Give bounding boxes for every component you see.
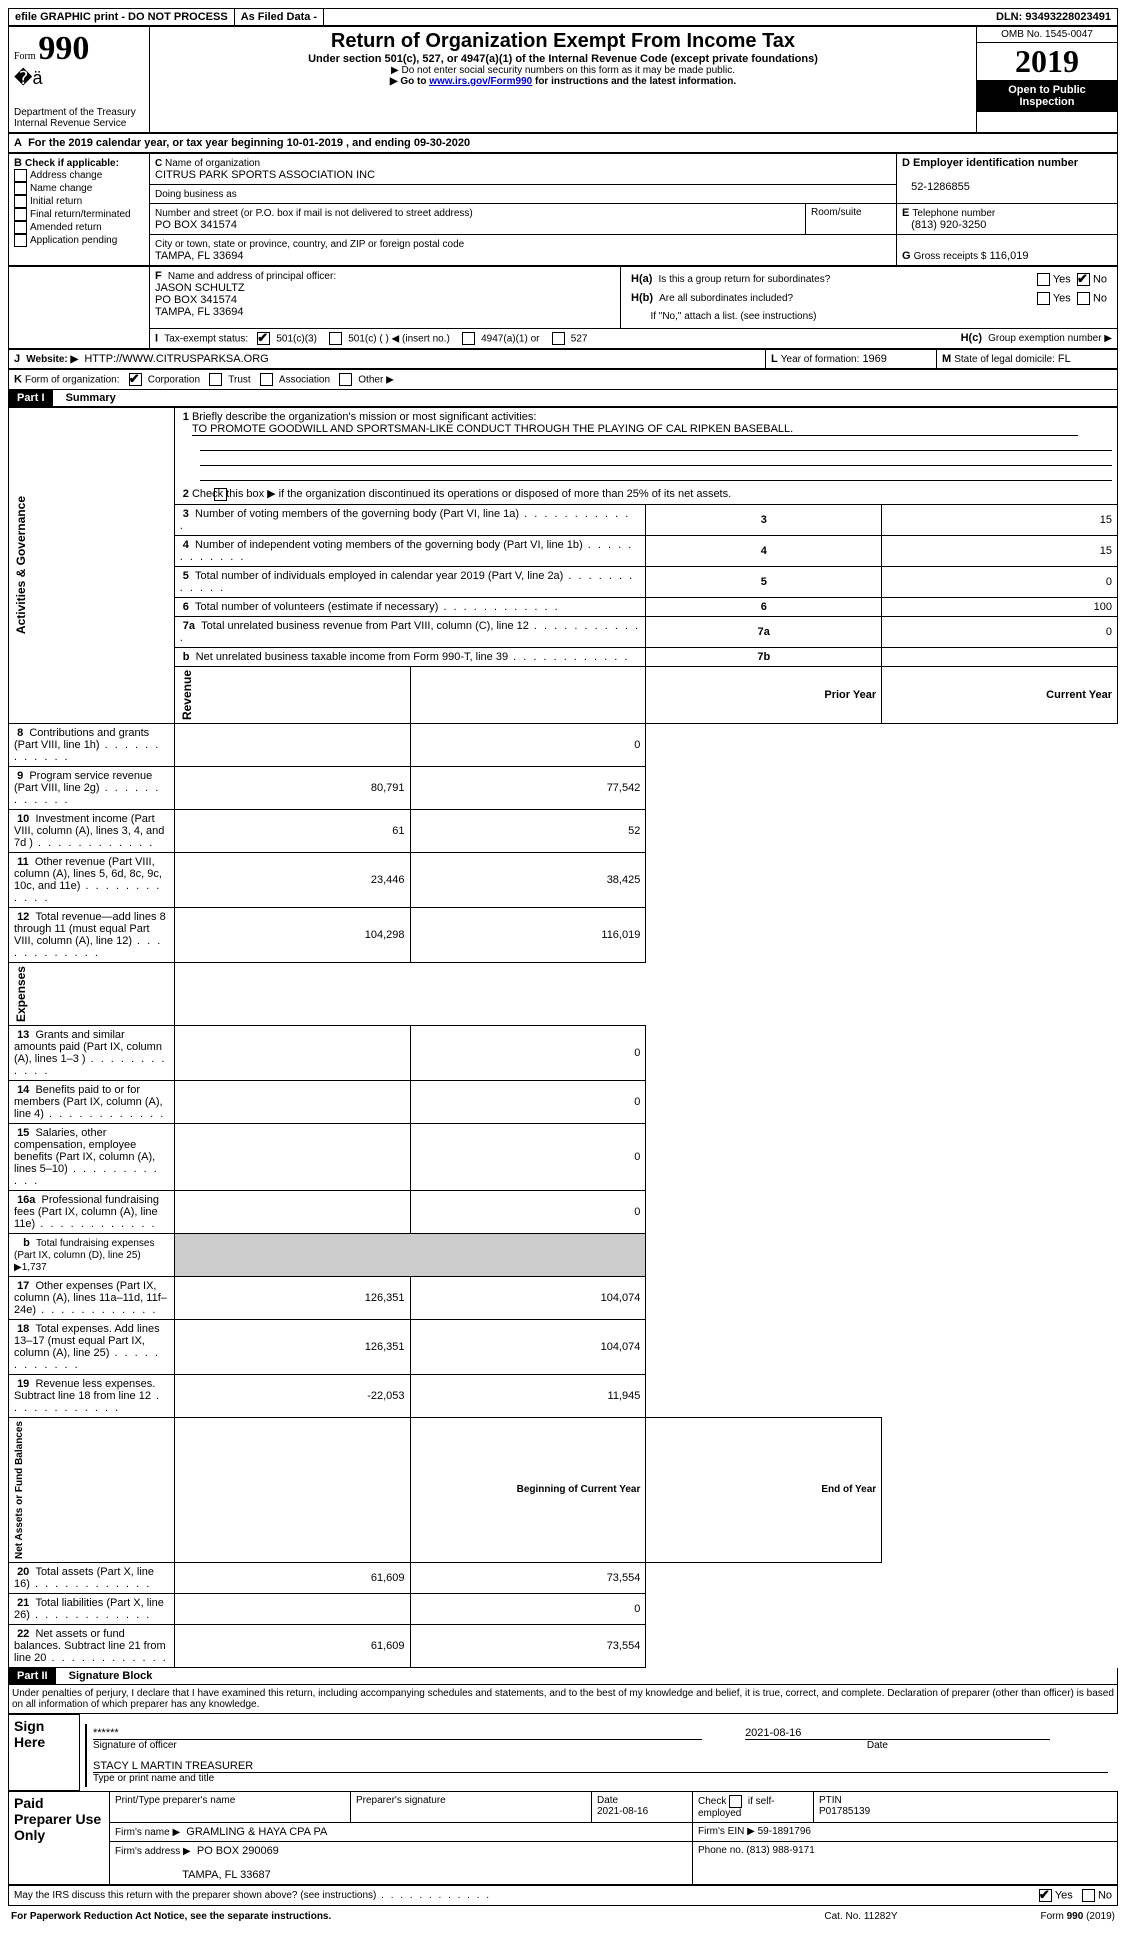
section-k: K Form of organization: Corporation Trus… — [9, 370, 1118, 390]
top-bar: efile GRAPHIC print - DO NOT PROCESS As … — [8, 8, 1118, 26]
checkbox-final-return[interactable] — [14, 208, 27, 221]
summary-table: Activities & Governance 1 Briefly descri… — [8, 407, 1118, 1668]
row-a: A For the 2019 calendar year, or tax yea… — [9, 134, 1118, 153]
section-i: I Tax-exempt status: 501(c)(3) 501(c) ( … — [150, 329, 1118, 349]
checkbox-amended[interactable] — [14, 221, 27, 234]
section-b: B Check if applicable: Address change Na… — [9, 154, 150, 266]
side-expenses: Expenses — [14, 966, 28, 1022]
section-j: J Website: ▶ HTTP://WWW.CITRUSPARKSA.ORG — [9, 350, 766, 369]
checkbox-ha-yes[interactable] — [1037, 273, 1050, 286]
checkbox-app-pending[interactable] — [14, 234, 27, 247]
part1-title: Summary — [56, 392, 116, 404]
omb-number: OMB No. 1545-0047 — [977, 27, 1117, 43]
checkbox-initial-return[interactable] — [14, 195, 27, 208]
form-title: Return of Organization Exempt From Incom… — [155, 30, 971, 53]
checkbox-trust[interactable] — [209, 373, 222, 386]
discuss-row: May the IRS discuss this return with the… — [9, 1885, 1118, 1905]
section-h: H(a) Is this a group return for subordin… — [621, 267, 1118, 329]
section-c-dba: Doing business as — [150, 185, 897, 204]
checkbox-address-change[interactable] — [14, 169, 27, 182]
checkbox-527[interactable] — [552, 332, 565, 345]
part2-title: Signature Block — [59, 1670, 153, 1682]
part1-label: Part I — [9, 390, 53, 406]
checkbox-corp[interactable] — [129, 373, 142, 386]
checkbox-self-employed[interactable] — [729, 1795, 742, 1808]
section-l: L Year of formation: 1969 — [766, 350, 937, 369]
section-c-name: C Name of organization CITRUS PARK SPORT… — [150, 154, 897, 185]
form990-link[interactable]: www.irs.gov/Form990 — [429, 76, 532, 87]
subtitle-3: ▶ Go to www.irs.gov/Form990 for instruct… — [155, 76, 971, 87]
checkbox-discuss-no[interactable] — [1082, 1889, 1095, 1902]
checkbox-assoc[interactable] — [260, 373, 273, 386]
form-word: Form — [14, 51, 36, 62]
checkbox-discuss-yes[interactable] — [1039, 1889, 1052, 1902]
section-c-city: City or town, state or province, country… — [150, 235, 897, 266]
checkbox-hb-no[interactable] — [1077, 292, 1090, 305]
efile-label: efile GRAPHIC print - DO NOT PROCESS — [9, 9, 235, 25]
subtitle-2: ▶ Do not enter social security numbers o… — [155, 65, 971, 76]
dept-label: Department of the Treasury Internal Reve… — [14, 107, 144, 129]
section-m: M State of legal domicile: FL — [937, 350, 1118, 369]
perjury-text: Under penalties of perjury, I declare th… — [8, 1685, 1118, 1714]
checkbox-501c3[interactable] — [257, 332, 270, 345]
side-netassets: Net Assets or Fund Balances — [14, 1421, 25, 1559]
subtitle-1: Under section 501(c), 527, or 4947(a)(1)… — [155, 53, 971, 65]
dln: DLN: 93493228023491 — [990, 9, 1117, 25]
checkbox-4947[interactable] — [462, 332, 475, 345]
checkbox-discontinued[interactable] — [214, 488, 227, 501]
sign-here-block: Sign Here ****** 2021-08-16 Signature of… — [8, 1714, 1118, 1791]
side-governance: Activities & Governance — [9, 408, 175, 724]
form-header: Form 990 �ä Department of the Treasury I… — [8, 26, 1118, 133]
page-footer: For Paperwork Reduction Act Notice, see … — [8, 1908, 1118, 1925]
open-public-badge: Open to Public Inspection — [977, 80, 1117, 112]
part2-label: Part II — [9, 1668, 56, 1684]
form-number: 990 — [38, 30, 89, 67]
section-g: G Gross receipts $ 116,019 — [897, 235, 1118, 266]
tax-year: 2019 — [977, 43, 1117, 80]
side-revenue: Revenue — [180, 670, 194, 720]
section-e: E Telephone number (813) 920-3250 — [897, 204, 1118, 235]
checkbox-501c[interactable] — [329, 332, 342, 345]
asfiled-label: As Filed Data - — [235, 9, 324, 25]
checkbox-ha-no[interactable] — [1077, 273, 1090, 286]
checkbox-name-change[interactable] — [14, 182, 27, 195]
section-f: F Name and address of principal officer:… — [150, 267, 621, 329]
checkbox-other[interactable] — [339, 373, 352, 386]
section-c-addr: Number and street (or P.O. box if mail i… — [150, 204, 897, 235]
section-d: D Employer identification number 52-1286… — [897, 154, 1118, 204]
paid-preparer-block: Paid Preparer Use Only Print/Type prepar… — [8, 1791, 1118, 1885]
checkbox-hb-yes[interactable] — [1037, 292, 1050, 305]
